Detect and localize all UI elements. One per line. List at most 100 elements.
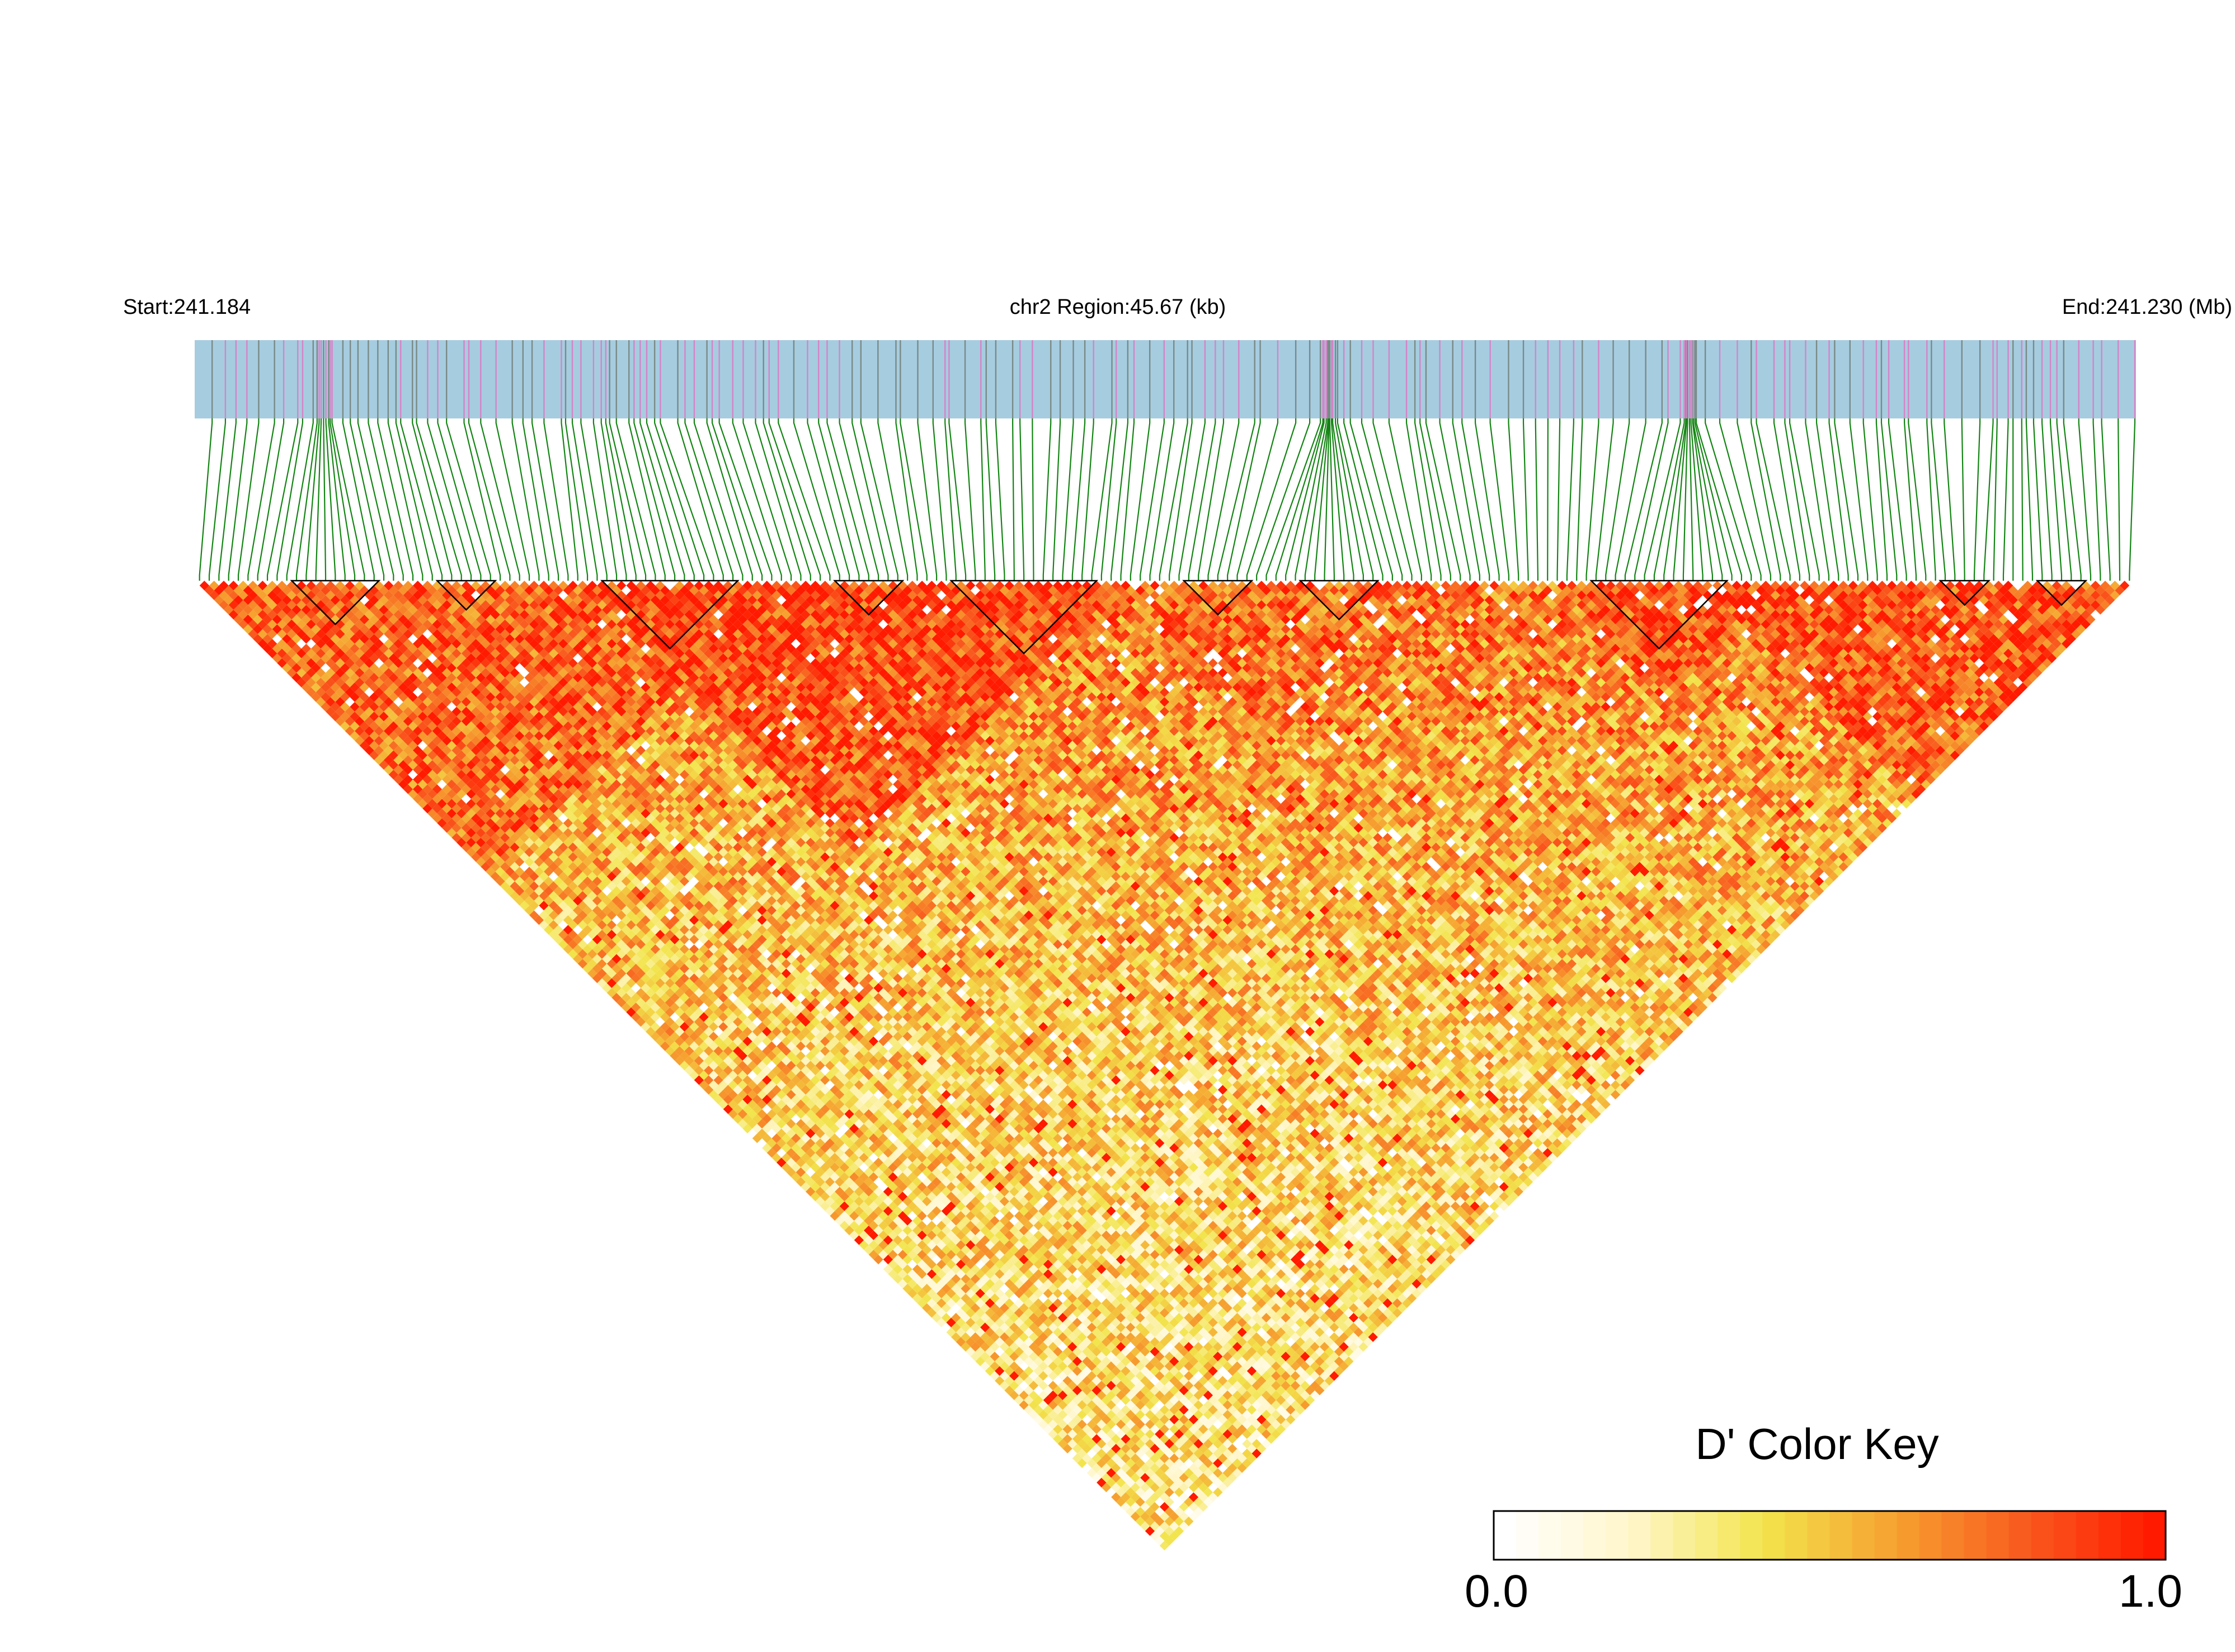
ld-cell xyxy=(777,1148,787,1158)
ld-cell xyxy=(437,818,447,829)
snp-connector xyxy=(654,418,705,581)
snp-connector xyxy=(1993,418,1998,581)
snp-connector xyxy=(1862,418,1878,581)
snp-connector xyxy=(1042,418,1052,581)
snp-connector xyxy=(1019,418,1025,581)
snp-connector xyxy=(600,418,627,581)
ld-cell xyxy=(316,677,326,688)
ld-cell xyxy=(481,862,491,872)
snp-connector xyxy=(895,418,918,581)
ld-cell xyxy=(1111,1482,1121,1493)
snp-connector xyxy=(1908,418,1927,581)
snp-connector xyxy=(1828,418,1849,581)
ld-cell xyxy=(214,595,224,605)
snp-connector xyxy=(276,418,303,581)
snp-connector xyxy=(1663,418,1687,581)
snp-connector xyxy=(564,418,589,581)
ld-cell xyxy=(301,672,312,683)
snp-connector xyxy=(571,418,598,581)
ld-cell xyxy=(747,1119,757,1129)
snp-connector xyxy=(1169,418,1193,581)
snp-connector xyxy=(247,418,275,581)
snp-connector xyxy=(427,418,472,581)
ld-cell xyxy=(466,837,476,848)
snp-connector xyxy=(2078,418,2092,581)
snp-connector xyxy=(1188,418,1216,581)
ld-cell xyxy=(990,1352,1000,1362)
ld-cell xyxy=(515,886,525,896)
snp-connector xyxy=(1178,418,1206,581)
snp-connector xyxy=(1522,418,1529,581)
snp-connector xyxy=(325,418,336,581)
ld-cell xyxy=(238,600,248,610)
snp-connector xyxy=(1653,418,1685,581)
snp-connector xyxy=(446,418,491,581)
snp-connector xyxy=(328,418,346,581)
snp-connector xyxy=(416,418,462,581)
snp-connector xyxy=(732,418,782,581)
snp-connector xyxy=(2129,418,2136,581)
ld-cell xyxy=(1111,1472,1121,1483)
ld-cell xyxy=(238,619,248,629)
ld-cell xyxy=(839,1211,850,1221)
ld-cell xyxy=(379,750,389,760)
ld-cell xyxy=(257,639,268,649)
snp-connector xyxy=(818,418,860,581)
snp-connector xyxy=(305,418,320,581)
ld-cell xyxy=(568,930,578,940)
ld-cell xyxy=(422,794,432,804)
snp-connector xyxy=(948,418,967,581)
snp-connector xyxy=(1071,418,1086,581)
snp-connector xyxy=(437,418,482,581)
snp-connector xyxy=(693,418,744,581)
ld-cell xyxy=(544,905,554,916)
ld-cell xyxy=(267,648,277,658)
snp-connector xyxy=(1585,418,1599,581)
ld-cell xyxy=(529,891,539,901)
snp-connector xyxy=(1304,418,1329,581)
ld-cell xyxy=(515,876,525,887)
ld-cell xyxy=(990,1371,1000,1381)
ld-cell xyxy=(408,779,418,789)
snp-connector xyxy=(1944,418,1956,581)
snp-connector xyxy=(543,418,569,581)
ld-cell xyxy=(757,1138,767,1149)
ld-cell xyxy=(1019,1400,1029,1410)
snp-connector xyxy=(1425,418,1461,581)
snp-connector xyxy=(1690,418,1704,581)
snp-connector xyxy=(1595,418,1614,581)
ld-cell xyxy=(868,1230,879,1240)
snp-connector xyxy=(1815,418,1839,581)
ld-cell xyxy=(961,1322,971,1333)
ld-cell xyxy=(689,1051,699,1061)
ld-cell xyxy=(626,1007,636,1018)
ld-cell xyxy=(224,585,234,596)
snp-connector xyxy=(286,418,314,581)
ld-cell xyxy=(568,939,578,949)
ld-cell xyxy=(286,648,297,658)
ld-cell xyxy=(868,1250,879,1260)
snp-connector xyxy=(1682,418,1688,581)
snp-connector xyxy=(985,418,996,581)
ld-cell xyxy=(990,1361,1000,1371)
snp-connector xyxy=(1535,418,1538,581)
ld-cell xyxy=(563,944,573,954)
end-position-label: End:241.230 (Mb) xyxy=(2062,295,2232,319)
snp-connector xyxy=(1332,418,1354,581)
snp-connector xyxy=(718,418,773,581)
snp-connector xyxy=(1100,418,1117,581)
snp-connector xyxy=(228,418,248,581)
snp-connector xyxy=(1566,418,1574,581)
ld-cell xyxy=(330,692,341,702)
ld-cell xyxy=(689,1070,699,1080)
snp-connector xyxy=(266,418,299,581)
snp-connector xyxy=(1461,418,1490,581)
ld-cell xyxy=(316,697,326,707)
snp-connector xyxy=(1388,418,1422,581)
ld-cell xyxy=(1082,1443,1092,1454)
ld-cell xyxy=(544,925,554,935)
snp-connector xyxy=(1784,418,1810,581)
ld-cell xyxy=(286,658,297,669)
snp-connector xyxy=(964,418,976,581)
ld-cell xyxy=(777,1157,787,1168)
